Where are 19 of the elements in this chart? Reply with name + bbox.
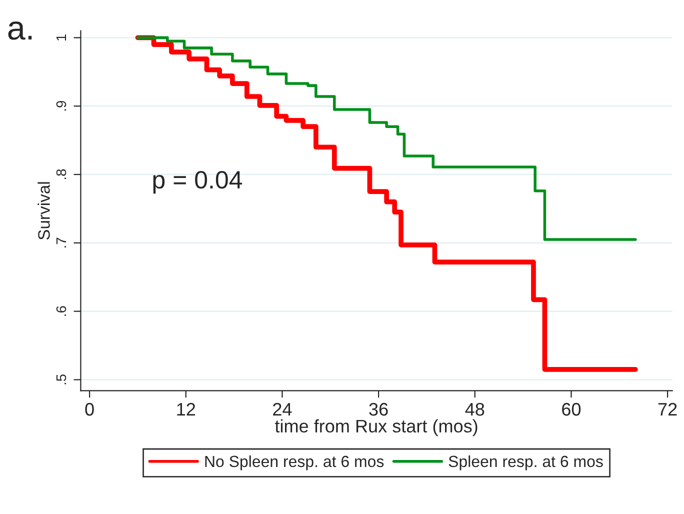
annotation: p = 0.04 bbox=[153, 170, 242, 194]
y-tick-label: .6 bbox=[56, 306, 66, 316]
x-tick-label: 12 bbox=[177, 402, 196, 416]
x-tick-label: 36 bbox=[369, 402, 388, 416]
y-tick-label: .9 bbox=[56, 100, 66, 111]
x-axis-title: time from Rux start (mos) bbox=[275, 419, 478, 436]
y-tick-label: .7 bbox=[56, 238, 66, 248]
x-tick-label: 60 bbox=[562, 402, 581, 416]
x-tick-label: 72 bbox=[658, 402, 677, 416]
y-axis-title: Survival bbox=[38, 182, 50, 240]
y-tick-label: .5 bbox=[56, 374, 66, 384]
y-tick-label: 1 bbox=[56, 34, 66, 40]
legend-label: Spleen resp. at 6 mos bbox=[448, 455, 603, 470]
text: a. bbox=[8, 22, 32, 40]
x-tick-label: 0 bbox=[85, 402, 94, 416]
legend-label: No Spleen resp. at 6 mos bbox=[205, 455, 384, 470]
x-tick-label: 48 bbox=[465, 402, 484, 416]
y-tick-label: .8 bbox=[56, 169, 66, 180]
x-tick-label: 24 bbox=[273, 402, 292, 416]
